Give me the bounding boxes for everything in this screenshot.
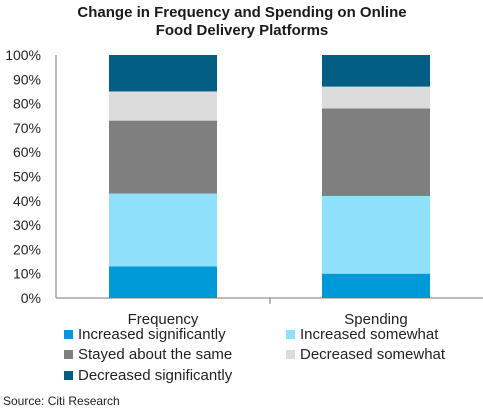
legend-swatch — [64, 330, 73, 339]
chart-title-line-1: Change in Frequency and Spending on Onli… — [77, 4, 406, 21]
source-note: Source: Citi Research — [3, 394, 120, 408]
legend-label: Stayed about the same — [78, 346, 232, 363]
y-tick-label: 90% — [13, 71, 41, 87]
legend-label: Increased somewhat — [300, 326, 439, 343]
y-tick-label: 30% — [13, 217, 41, 233]
legend: Increased significantly Increased somewha… — [64, 326, 446, 384]
bar-segment — [109, 266, 217, 298]
y-tick-label: 80% — [13, 96, 41, 112]
bars-group — [109, 55, 430, 298]
legend-label: Increased significantly — [78, 326, 226, 343]
y-tick-label: 60% — [13, 144, 41, 160]
legend-swatch — [64, 371, 73, 380]
y-tick-label: 50% — [13, 169, 41, 185]
y-tick-label: 0% — [21, 290, 41, 306]
bar-segment — [322, 273, 430, 298]
legend-swatch — [64, 350, 73, 359]
bar-segment — [322, 86, 430, 109]
y-tick-label: 20% — [13, 241, 41, 257]
y-tick-label: 40% — [13, 193, 41, 209]
y-tick-label: 70% — [13, 120, 41, 136]
bar-segment — [109, 91, 217, 121]
y-tick-label: 100% — [5, 47, 41, 63]
bar-segment — [322, 108, 430, 196]
chart-title-line-2: Food Delivery Platforms — [156, 22, 329, 39]
bar-segment — [109, 193, 217, 267]
x-category-label: Spending — [344, 311, 407, 328]
y-tick-label: 10% — [13, 266, 41, 282]
legend-swatch — [286, 330, 295, 339]
bar-segment — [322, 195, 430, 274]
x-category-label: Frequency — [128, 311, 199, 328]
bar-segment — [322, 55, 430, 87]
legend-label: Decreased significantly — [78, 367, 233, 384]
axis-group: 0% 10% 20% 30% 40% 50% 60% 70% 80% 90% 100% Frequen… — [5, 47, 483, 328]
legend-label: Decreased somewhat — [300, 346, 446, 363]
bar-segment — [109, 120, 217, 194]
legend-swatch — [286, 350, 295, 359]
bar-segment — [109, 55, 217, 92]
